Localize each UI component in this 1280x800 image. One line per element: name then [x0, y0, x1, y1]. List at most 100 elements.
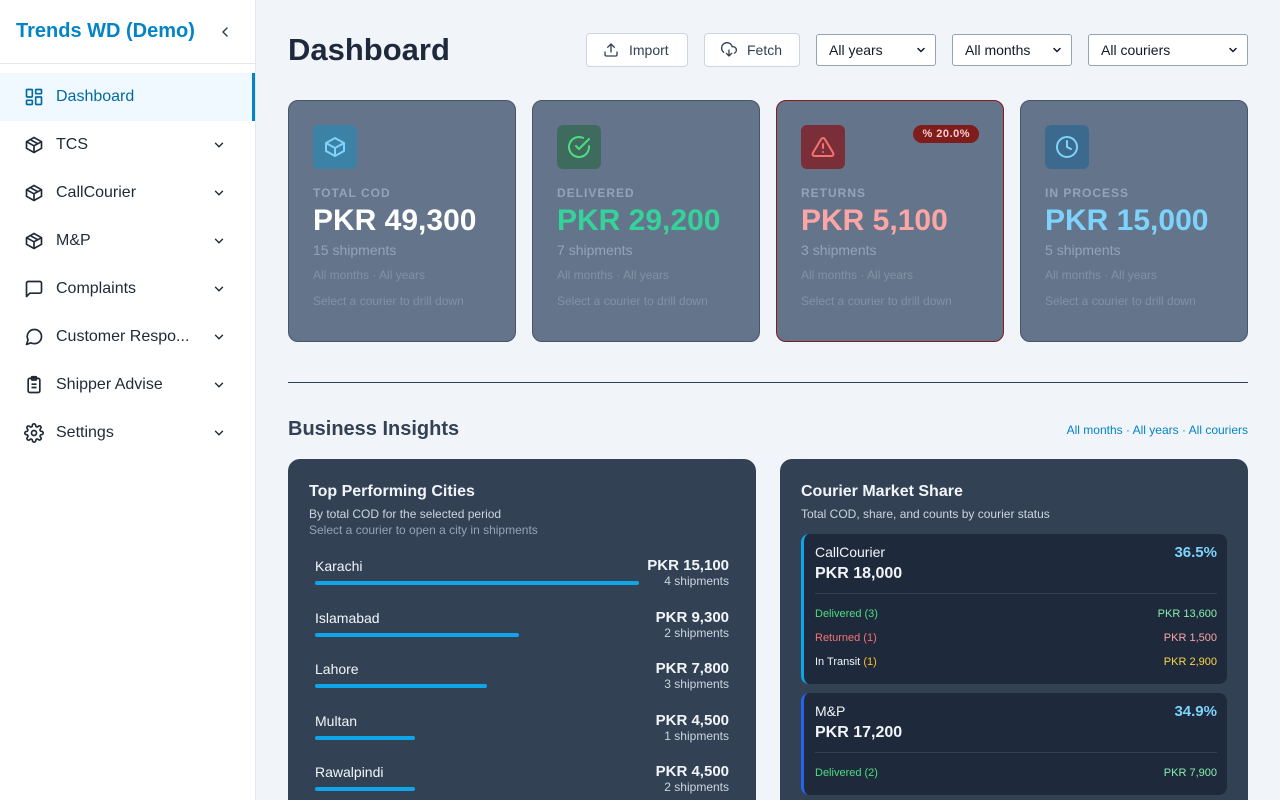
sidebar-item-callcourier[interactable]: CallCourier [0, 169, 255, 217]
kpi-hint: Select a courier to drill down [313, 294, 464, 308]
courier-share: 36.5% [1174, 544, 1217, 561]
collapse-sidebar-button[interactable] [215, 22, 235, 42]
sidebar-item-tcs[interactable]: TCS [0, 121, 255, 169]
panel-hint: Select a courier to open a city in shipm… [309, 523, 538, 537]
status-label: In Transit (1) [815, 656, 877, 668]
sidebar-item-mp[interactable]: M&P [0, 217, 255, 265]
page-title: Dashboard [288, 32, 450, 67]
sidebar-item-complaints[interactable]: Complaints [0, 265, 255, 313]
status-label: Returned (1) [815, 632, 877, 644]
city-bar-track [315, 632, 639, 637]
city-bar [315, 735, 416, 740]
kpi-value: PKR 15,000 [1045, 204, 1209, 237]
cloud-download-icon [721, 42, 737, 57]
insights-filter-summary: All months · All years · All couriers [1066, 422, 1248, 437]
kpi-value: PKR 49,300 [313, 204, 477, 237]
kpi-meta: All months · All years [313, 268, 426, 282]
sidebar-item-label: Customer Respo... [56, 328, 190, 345]
city-row[interactable]: Karachi PKR 15,100 4 shipments [315, 551, 729, 603]
brand-header: Trends WD (Demo) [0, 0, 255, 64]
city-row[interactable]: Lahore PKR 7,800 3 shipments [315, 654, 729, 706]
courier-total: PKR 17,200 [815, 724, 903, 741]
chevron-down-icon [211, 185, 227, 201]
kpi-count-unit: shipments [568, 242, 633, 258]
courier-name: CallCourier [815, 544, 886, 560]
sidebar-item-customer-response[interactable]: Customer Respo... [0, 313, 255, 361]
chevron-down-icon [211, 425, 227, 441]
import-button[interactable]: Import [586, 33, 688, 67]
market-share-panel: Courier Market Share Total COD, share, a… [780, 459, 1248, 800]
kpi-count: 15 shipments [313, 242, 491, 258]
panel-title: Courier Market Share [801, 483, 963, 500]
status-label-text: In Transit [815, 656, 861, 668]
status-value: PKR 1,500 [1163, 632, 1217, 644]
clock-icon [1045, 125, 1089, 169]
month-select[interactable]: All months [952, 34, 1072, 66]
city-bar-track [315, 581, 639, 585]
top-cities-panel: Top Performing Cities By total COD for t… [288, 459, 756, 800]
sidebar-item-label: TCS [56, 136, 88, 153]
city-shipments: 2 shipments [664, 625, 729, 640]
fetch-label: Fetch [747, 42, 783, 58]
kpi-value: PKR 5,100 [801, 204, 948, 237]
kpi-hint: Select a courier to drill down [1045, 294, 1196, 308]
kpi-count: 5 shipments [1045, 242, 1223, 258]
divider [815, 752, 1217, 753]
status-value: PKR 13,600 [1157, 608, 1217, 620]
city-amount: PKR 4,500 [655, 763, 729, 780]
courier-select-value: All couriers [1101, 42, 1171, 58]
check-circle-icon [557, 125, 601, 169]
chevron-down-icon [211, 281, 227, 297]
kpi-count-number: 15 [313, 242, 329, 258]
city-row[interactable]: Islamabad PKR 9,300 2 shipments [315, 603, 729, 655]
city-row[interactable]: Multan PKR 4,500 1 shipments [315, 706, 729, 758]
kpi-card-delivered[interactable]: DELIVERED PKR 29,200 7 shipments All mon… [532, 100, 760, 342]
courier-select[interactable]: All couriers [1088, 34, 1248, 66]
kpi-label: RETURNS [801, 186, 867, 200]
kpi-count-unit: shipments [1056, 242, 1121, 258]
box-icon [313, 125, 357, 169]
kpi-meta: All months · All years [1045, 268, 1158, 282]
city-shipments: 3 shipments [664, 677, 729, 691]
insights-title: Business Insights [288, 418, 460, 440]
city-name: Islamabad [315, 609, 380, 626]
divider [815, 593, 1217, 594]
return-rate-badge: % 20.0% [913, 125, 979, 143]
fetch-button[interactable]: Fetch [704, 33, 800, 67]
year-select[interactable]: All years [816, 34, 936, 66]
kpi-count-number: 3 [801, 242, 809, 258]
upload-icon [604, 43, 618, 57]
sidebar-item-label: Shipper Advise [56, 376, 163, 393]
kpi-card-total-cod[interactable]: TOTAL COD PKR 49,300 15 shipments All mo… [288, 100, 516, 342]
panel-subtitle: By total COD for the selected period [309, 507, 502, 521]
sidebar-item-shipper-advise[interactable]: Shipper Advise [0, 361, 255, 409]
sidebar-item-label: Complaints [56, 280, 137, 297]
courier-card-callcourier[interactable]: CallCourier 36.5% PKR 18,000 Delivered (… [801, 534, 1227, 684]
kpi-count: 3 shipments [801, 242, 979, 258]
city-bar [315, 684, 487, 688]
status-row-delivered: Delivered (3) PKR 13,600 [815, 602, 1217, 626]
main-content: Dashboard Import Fetch All years All mon… [256, 0, 1280, 800]
courier-total: PKR 18,000 [815, 565, 903, 582]
sidebar-item-settings[interactable]: Settings [0, 409, 255, 457]
chevron-down-icon [211, 377, 227, 393]
city-bar-track [315, 684, 639, 688]
clipboard-icon [24, 375, 44, 395]
kpi-value: PKR 29,200 [557, 204, 721, 237]
city-amount: PKR 9,300 [655, 608, 729, 626]
brand-title: Trends WD (Demo) [16, 20, 195, 42]
alert-triangle-icon [801, 125, 845, 169]
kpi-card-returns[interactable]: % 20.0% RETURNS PKR 5,100 3 shipments Al… [776, 100, 1004, 342]
city-shipments: 1 shipments [664, 728, 729, 743]
kpi-count-number: 7 [557, 242, 565, 258]
sidebar-item-label: Settings [56, 424, 114, 441]
chevron-down-icon [211, 233, 227, 249]
sidebar-item-dashboard[interactable]: Dashboard [0, 73, 255, 121]
kpi-card-in-process[interactable]: IN PROCESS PKR 15,000 5 shipments All mo… [1020, 100, 1248, 342]
status-value: PKR 7,900 [1163, 767, 1217, 779]
city-shipments: 2 shipments [664, 780, 729, 794]
sidebar-nav: Dashboard TCS CallCourier M&P [0, 64, 255, 457]
chevron-down-icon [1229, 47, 1237, 53]
city-row[interactable]: Rawalpindi PKR 4,500 2 shipments [315, 757, 729, 800]
courier-card-mp[interactable]: M&P 34.9% PKR 17,200 Delivered (2) PKR 7… [801, 693, 1227, 795]
